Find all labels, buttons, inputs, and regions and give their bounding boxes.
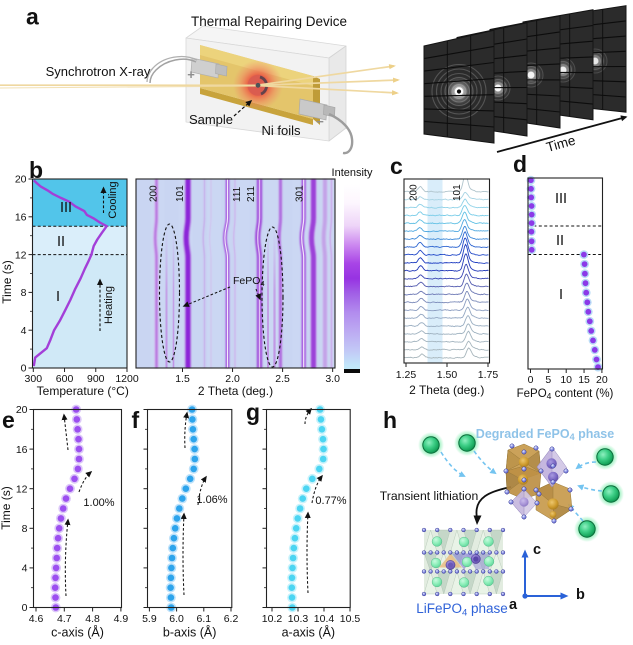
svg-text:c: c: [533, 542, 541, 558]
svg-text:6.1: 6.1: [196, 613, 211, 625]
svg-text:5: 5: [545, 374, 551, 386]
svg-text:10.3: 10.3: [288, 613, 309, 625]
svg-text:−: −: [316, 114, 324, 129]
svg-text:a: a: [509, 597, 518, 613]
svg-text:4.8: 4.8: [85, 613, 100, 625]
svg-text:f: f: [132, 407, 140, 433]
svg-text:Temperature (°C): Temperature (°C): [37, 384, 129, 398]
svg-text:g: g: [246, 399, 260, 425]
svg-text:5.9: 5.9: [142, 613, 157, 625]
svg-text:10: 10: [560, 374, 572, 386]
svg-text:0.77%: 0.77%: [315, 495, 346, 507]
svg-text:h: h: [383, 407, 397, 433]
svg-text:4.9: 4.9: [114, 613, 129, 625]
svg-text:4.7: 4.7: [57, 613, 72, 625]
svg-text:Synchrotron X-ray: Synchrotron X-ray: [46, 64, 151, 79]
svg-text:3.0: 3.0: [325, 373, 340, 385]
svg-text:c-axis (Å): c-axis (Å): [51, 625, 104, 640]
svg-text:d: d: [513, 151, 527, 177]
svg-text:II: II: [57, 234, 65, 250]
svg-text:1.50: 1.50: [437, 369, 458, 381]
svg-text:0: 0: [22, 602, 28, 614]
svg-text:200: 200: [149, 185, 160, 202]
svg-text:10.5: 10.5: [340, 613, 361, 625]
svg-text:I: I: [56, 289, 60, 305]
svg-text:c: c: [390, 153, 403, 179]
svg-text:16: 16: [16, 444, 28, 456]
svg-text:Heating: Heating: [103, 286, 115, 324]
svg-text:Ni foils: Ni foils: [261, 123, 301, 138]
svg-text:Sample: Sample: [189, 112, 233, 127]
svg-text:20: 20: [15, 174, 27, 186]
svg-text:FePO4: FePO4: [233, 275, 265, 288]
svg-text:211: 211: [246, 186, 257, 202]
svg-text:Degraded FePO4 phase: Degraded FePO4 phase: [476, 427, 614, 442]
svg-text:12: 12: [16, 483, 28, 495]
svg-text:2 Theta (deg.): 2 Theta (deg.): [409, 383, 484, 397]
svg-text:Transient lithiation: Transient lithiation: [380, 489, 478, 503]
svg-text:12: 12: [15, 249, 27, 261]
svg-text:1.5: 1.5: [175, 373, 190, 385]
svg-text:1.06%: 1.06%: [196, 494, 227, 506]
svg-text:III: III: [555, 191, 567, 207]
svg-text:a: a: [26, 4, 39, 30]
svg-text:6.2: 6.2: [224, 613, 239, 625]
svg-text:15: 15: [578, 374, 590, 386]
svg-text:e: e: [2, 407, 15, 433]
svg-text:10.4: 10.4: [314, 613, 335, 625]
svg-text:0: 0: [528, 374, 534, 386]
svg-text:6.0: 6.0: [169, 613, 184, 625]
svg-text:b: b: [576, 587, 585, 603]
svg-text:4: 4: [21, 325, 27, 337]
svg-text:b-axis (Å): b-axis (Å): [163, 625, 216, 640]
svg-text:20: 20: [596, 374, 608, 386]
svg-text:1.75: 1.75: [478, 369, 499, 381]
svg-text:III: III: [60, 200, 72, 216]
svg-text:Time (s): Time (s): [0, 260, 14, 304]
svg-text:8: 8: [22, 523, 28, 535]
svg-text:1.25: 1.25: [396, 369, 417, 381]
svg-text:8: 8: [21, 287, 27, 299]
svg-text:101: 101: [175, 185, 186, 202]
svg-text:301: 301: [295, 185, 306, 202]
svg-text:+: +: [187, 67, 195, 82]
svg-text:Time (s): Time (s): [0, 486, 13, 530]
svg-text:101: 101: [452, 184, 463, 201]
svg-text:111: 111: [232, 186, 243, 202]
svg-text:4.6: 4.6: [29, 613, 44, 625]
svg-text:10.2: 10.2: [262, 613, 283, 625]
svg-text:FePO4 content (%): FePO4 content (%): [517, 388, 614, 401]
svg-text:16: 16: [15, 212, 27, 224]
svg-text:a-axis (Å): a-axis (Å): [282, 625, 335, 640]
svg-text:200: 200: [409, 184, 420, 201]
svg-text:Cooling: Cooling: [107, 181, 119, 218]
svg-text:I: I: [559, 287, 563, 303]
svg-text:1.00%: 1.00%: [83, 497, 114, 509]
svg-text:4: 4: [22, 563, 28, 575]
svg-text:20: 20: [16, 404, 28, 416]
svg-text:2.5: 2.5: [275, 373, 290, 385]
svg-text:II: II: [556, 233, 564, 249]
svg-text:2 Theta (deg.): 2 Theta (deg.): [198, 384, 273, 398]
svg-text:Thermal Repairing Device: Thermal Repairing Device: [191, 14, 347, 29]
svg-text:Intensity: Intensity: [332, 167, 373, 179]
